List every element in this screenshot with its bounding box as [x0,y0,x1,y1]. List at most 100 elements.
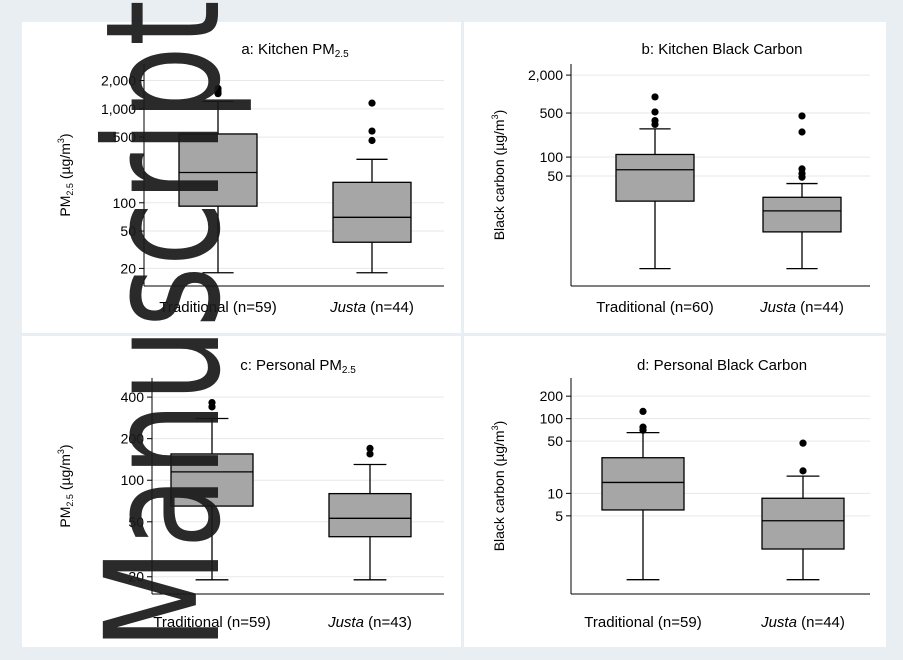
outlier-point [798,128,806,136]
y-axis-label-unit: (µg/m [491,119,507,159]
x-category-label: Justa (n=43) [327,614,412,631]
y-tick-label: 2,000 [528,67,563,83]
outlier-point [366,450,374,458]
y-axis-label-text: Black carbon [491,470,507,551]
y-axis-label-unit-close: ) [57,133,73,138]
x-category-name: Justa [759,299,796,316]
box-1 [332,99,412,274]
panel-title-text: c: Personal PM [240,357,342,374]
panel-title-text: b: Kitchen Black Carbon [642,41,803,58]
outlier-point [639,407,647,416]
panel-3: d: Personal Black Carbon 5 10 50 100 200 Black… [490,357,870,631]
x-category-label: Justa (n=44) [760,614,845,631]
iqr-box [170,453,254,507]
y-tick-label: 2,000 [101,73,136,89]
outlier-point [799,467,807,475]
y-tick-label: 5 [555,508,563,524]
y-axis-label-unit-close: ) [491,421,507,426]
y-tick-label: 500 [540,105,564,121]
y-axis-label-unit: (µg/m [57,143,73,183]
y-axis-label-unit-close: ) [57,444,73,449]
y-tick-label: 20 [120,260,136,276]
x-category-count: (n=44) [366,299,414,316]
x-category-count: (n=43) [364,614,412,631]
outlier-point [208,398,216,407]
x-category-label: Traditional (n=59) [159,299,276,316]
y-axis-label-unit-close: ) [491,110,507,115]
panel-1: b: Kitchen Black Carbon 50 100 500 2,000 Blac… [490,41,870,316]
panel-title-text: d: Personal Black Carbon [637,357,807,374]
box-0 [615,93,695,270]
x-category-count: (n=44) [796,299,844,316]
row-separator [22,333,886,336]
x-category-name: Justa [329,299,366,316]
panel-title: b: Kitchen Black Carbon [642,41,803,58]
y-tick-label: 1,000 [101,101,136,117]
x-category-name: Traditional [596,299,665,316]
panel-title: c: Personal PM2.5 [240,357,356,376]
panel-title: a: Kitchen PM2.5 [241,41,349,60]
x-category-count: (n=59) [654,614,702,631]
iqr-box [178,133,258,207]
outlier-point [651,93,659,101]
y-tick-label: 200 [540,388,564,404]
outlier-point [799,439,807,447]
y-tick-label: 10 [547,485,563,501]
y-tick-label: 50 [547,168,563,184]
y-tick-label: 50 [128,514,144,530]
y-axis-label: PM2.5 (µg/m3) [56,444,75,527]
y-axis-label: Black carbon (µg/m3) [490,110,507,241]
y-axis-label-superscript: 3 [490,114,500,119]
y-axis-label-superscript: 3 [56,138,66,143]
x-category-label: Traditional (n=60) [596,299,713,316]
x-category-label: Traditional (n=59) [153,614,270,631]
x-category-count: (n=60) [666,299,714,316]
x-category-label: Traditional (n=59) [584,614,701,631]
y-axis-label-superscript: 3 [490,425,500,430]
y-axis-label-superscript: 3 [56,449,66,454]
iqr-box [761,497,845,550]
y-tick-label: 100 [540,149,564,165]
column-separator [461,22,464,647]
y-tick-label: 50 [120,223,136,239]
box-0 [601,407,685,581]
outlier-point [368,99,376,107]
box-1 [762,112,842,270]
x-category-count: (n=59) [229,299,277,316]
y-tick-label: 100 [121,472,145,488]
outlier-point [368,127,376,135]
panel-title: d: Personal Black Carbon [637,357,807,374]
x-category-name: Traditional [584,614,653,631]
y-tick-label: 500 [113,129,137,145]
iqr-box [328,492,412,538]
box-1 [328,444,412,581]
panel-0: a: Kitchen PM2.520501005001,0002,000PM2.… [56,41,444,316]
iqr-box [615,153,695,202]
y-axis-label-unit: (µg/m [57,454,73,494]
x-category-label: Justa (n=44) [329,299,414,316]
iqr-box [601,457,685,511]
outlier-point [639,423,647,431]
x-category-name: Traditional [159,299,228,316]
y-axis-label-text: Black carbon [491,159,507,240]
y-tick-label: 400 [121,389,145,405]
outlier-point [651,116,659,125]
panel-title-subscript: 2.5 [335,49,349,60]
outlier-point [368,136,376,145]
x-category-name: Justa [327,614,364,631]
box-0 [178,84,258,274]
box-0 [170,398,254,581]
y-tick-label: 100 [540,411,564,427]
y-tick-label: 50 [547,433,563,449]
y-axis-label-subscript: 2.5 [65,183,75,196]
box-1 [761,439,845,581]
y-axis-label-unit: (µg/m [491,430,507,470]
outlier-point [798,165,806,173]
y-axis-label: PM2.5 (µg/m3) [56,133,75,216]
iqr-box [332,181,412,243]
outlier-point [651,108,659,116]
y-tick-label: 200 [121,431,145,447]
y-axis-label-subscript: 2.5 [65,494,75,507]
iqr-box [762,196,842,233]
